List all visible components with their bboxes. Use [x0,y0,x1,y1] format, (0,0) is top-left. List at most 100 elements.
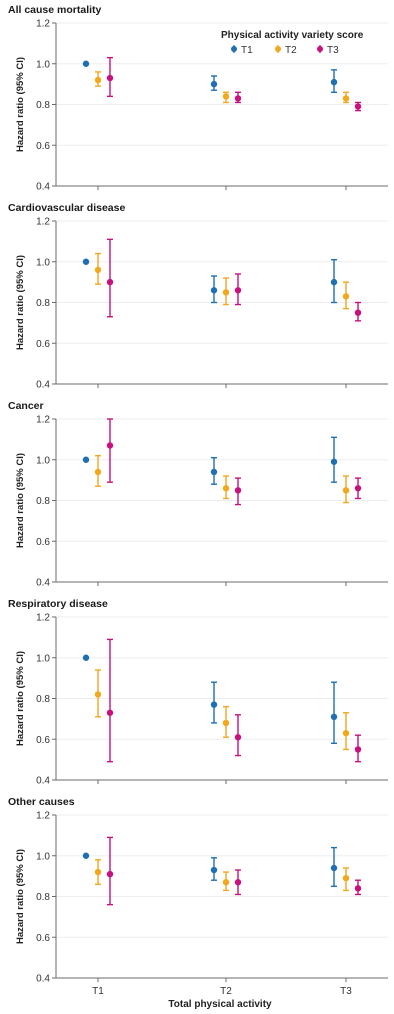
data-point-t2 [94,468,102,476]
data-point-t1 [330,278,338,286]
data-point-t1 [330,713,338,721]
y-tick-label: 1.2 [36,415,50,426]
data-point-t2 [94,868,102,876]
data-point-t2 [222,879,230,886]
data-point-t3 [234,95,242,102]
data-point-t1 [82,852,90,859]
legend-title: Physical activity variety score [221,30,364,41]
data-point-t3 [234,879,242,886]
y-tick-label: 1.0 [36,59,50,70]
y-axis-label: Hazard ratio (95% CI) [15,255,26,350]
data-point-t3 [106,74,114,82]
data-point-t2 [94,76,102,84]
y-tick-label: 0.8 [36,892,50,903]
data-point-t1 [210,866,218,874]
y-tick-label: 0.6 [36,141,50,152]
y-tick-label: 1.0 [36,653,50,664]
x-tick-label: T2 [220,986,232,997]
data-point-t1 [82,654,90,661]
data-point-t3 [354,309,362,316]
data-point-t3 [106,278,114,286]
y-tick-label: 1.2 [36,811,50,822]
y-tick-label: 0.6 [36,537,50,548]
y-tick-label: 0.4 [36,380,50,391]
panel-title: Other causes [8,796,75,808]
legend-item-t2: T2 [275,45,297,56]
y-tick-label: 1.0 [36,851,50,862]
y-tick-label: 0.6 [36,735,50,746]
y-tick-label: 0.4 [36,776,50,787]
data-point-t1 [330,458,338,465]
y-tick-label: 0.6 [36,339,50,350]
y-tick-label: 0.4 [36,182,50,193]
data-point-t2 [342,729,350,737]
y-tick-label: 0.8 [36,694,50,705]
data-point-t3 [234,487,242,494]
data-point-t1 [82,258,90,265]
data-point-t2 [342,487,350,494]
chart-panel-1: All cause mortality 0.4 0.6 0.8 1.0 1.2 Hazard… [8,4,388,193]
data-point-t2 [222,485,230,492]
y-tick-label: 0.8 [36,298,50,309]
x-axis-label: Total physical activity [168,999,272,1010]
data-point-t1 [210,80,218,88]
legend-item-t1: T1 [231,45,253,56]
legend-label: T3 [327,45,339,56]
data-point-t3 [106,709,114,716]
y-tick-label: 1.0 [36,257,50,268]
x-tick-label: T3 [340,986,352,997]
panel-title: Cardiovascular disease [8,202,125,214]
data-point-t3 [106,870,114,878]
data-point-t2 [94,266,102,274]
data-point-t2 [342,95,350,102]
y-axis-label: Hazard ratio (95% CI) [15,57,26,152]
data-point-t1 [210,287,218,294]
data-point-t1 [82,60,90,67]
data-point-t1 [82,456,90,463]
data-point-t2 [342,293,350,300]
data-point-t3 [106,442,114,449]
y-tick-label: 0.8 [36,100,50,111]
panel-title: Respiratory disease [8,598,108,610]
data-point-t1 [210,701,218,708]
chart-panel-5: Other causes 0.4 0.6 0.8 1.0 1.2 T1 T2 T3 Hazard … [8,796,388,997]
data-point-t3 [234,287,242,294]
y-tick-label: 0.4 [36,578,50,589]
legend-marker-dot [231,46,237,52]
data-point-t3 [354,746,362,753]
data-point-t2 [342,874,350,882]
y-tick-label: 0.4 [36,974,50,985]
data-point-t3 [354,885,362,892]
panel-title: Cancer [8,400,44,412]
chart-panel-3: Cancer 0.4 0.6 0.8 1.0 1.2 Hazard ratio (95% C… [8,400,388,589]
data-point-t2 [94,691,102,698]
legend-label: T1 [241,45,253,56]
data-point-t1 [330,78,338,86]
y-tick-label: 0.6 [36,933,50,944]
legend-marker-dot [317,46,323,52]
legend: Physical activity variety score T1 T2 T3 [221,30,364,56]
data-point-t2 [222,93,230,100]
legend-label: T2 [285,45,297,56]
data-point-t2 [222,719,230,727]
data-point-t3 [354,485,362,492]
data-point-t3 [234,734,242,741]
y-tick-label: 0.8 [36,496,50,507]
data-point-t1 [330,864,338,872]
data-point-t2 [222,289,230,296]
y-tick-label: 1.2 [36,19,50,30]
y-tick-label: 1.0 [36,455,50,466]
chart-panel-2: Cardiovascular disease 0.4 0.6 0.8 1.0 1.2 Haz… [8,202,388,391]
x-tick-label: T1 [92,986,104,997]
legend-item-t3: T3 [317,45,339,56]
data-point-t3 [354,103,362,110]
y-axis-label: Hazard ratio (95% CI) [15,453,26,548]
chart-panel-4: Respiratory disease 0.4 0.6 0.8 1.0 1.2 Hazard… [8,598,388,787]
y-axis-label: Hazard ratio (95% CI) [15,651,26,746]
panel-title: All cause mortality [8,4,102,16]
y-tick-label: 1.2 [36,217,50,228]
legend-marker-dot [275,46,281,52]
y-axis-label: Hazard ratio (95% CI) [15,849,26,944]
data-point-t1 [210,468,218,476]
